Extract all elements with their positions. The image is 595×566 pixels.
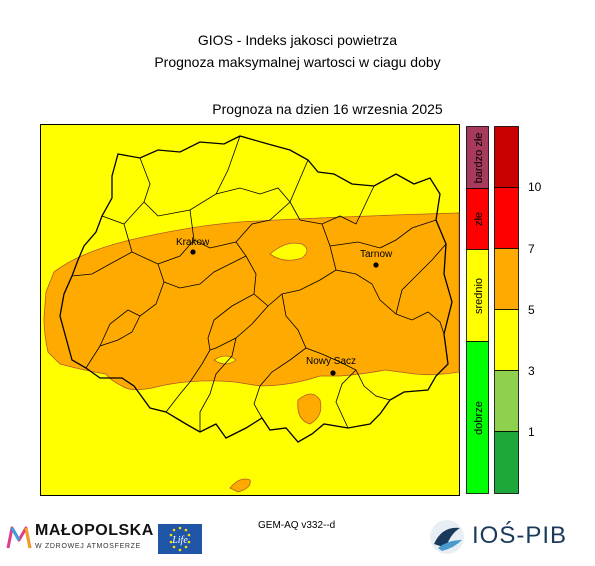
malopolska-mark-icon — [6, 526, 32, 549]
model-version: GEM-AQ v332--d — [258, 520, 336, 531]
ios-pib-mark-icon — [430, 520, 464, 554]
malopolska-logo: MAŁOPOLSKA W ZDROWEJ ATMOSFERZE — [6, 522, 153, 560]
region-outline — [59, 135, 453, 443]
scale-tick-5: 5 — [528, 303, 535, 317]
city-label: Nowy Sacz — [306, 356, 356, 367]
scale-band-10-plus — [494, 126, 519, 188]
ios-pib-logo: IOŚ-PIB — [428, 518, 568, 558]
forecast-map: Krakow Tarnow Nowy Sacz — [40, 124, 460, 496]
category-label-srednio: srednio — [473, 278, 485, 314]
scale-band-5-7 — [494, 248, 519, 310]
scale-band-1-3 — [494, 370, 519, 432]
city-label: Krakow — [176, 237, 210, 248]
eu-life-logo: Life — [158, 524, 202, 554]
high-index-zone — [43, 212, 460, 390]
eu-stars-icon: Life — [169, 526, 191, 552]
city-nowy-sacz: Nowy Sacz — [306, 356, 356, 376]
city-marker — [373, 262, 379, 268]
scale-band-3-5 — [494, 309, 519, 371]
scale-band-0-1 — [494, 431, 519, 494]
city-krakow: Krakow — [176, 237, 210, 255]
category-label-dobrze: dobrze — [473, 401, 485, 435]
city-tarnow: Tarnow — [360, 249, 393, 268]
city-marker — [330, 370, 336, 376]
malopolska-name: MAŁOPOLSKA — [35, 522, 154, 539]
forecast-date: Prognoza na dzien 16 wrzesnia 2025 — [212, 101, 443, 117]
eu-life-text: Life — [171, 535, 188, 546]
high-index-patch-far-south — [229, 478, 251, 493]
city-marker — [190, 249, 196, 255]
lower-index-hole-1 — [269, 242, 308, 261]
category-swatch-dobrze — [466, 341, 489, 494]
category-label-zle: złe — [473, 212, 485, 226]
scale-tick-7: 7 — [528, 242, 535, 256]
title-line-1: GIOS - Indeks jakosci powietrza — [197, 32, 398, 48]
category-legend: bardzo złe złe srednio dobrze — [466, 126, 489, 494]
title-line-2: Prognoza maksymalnej wartosci w ciagu do… — [154, 54, 441, 70]
scale-tick-10: 10 — [528, 180, 542, 194]
scale-tick-3: 3 — [528, 364, 535, 378]
district-boundaries — [71, 135, 447, 432]
value-scale — [494, 126, 519, 494]
scale-band-7-10 — [494, 187, 519, 249]
city-label: Tarnow — [360, 249, 393, 260]
category-label-bardzo-zle: bardzo złe — [473, 133, 485, 184]
malopolska-slogan: W ZDROWEJ ATMOSFERZE — [35, 543, 142, 550]
scale-tick-1: 1 — [528, 425, 535, 439]
high-index-patch-south — [297, 393, 322, 425]
ios-pib-name: IOŚ-PIB — [472, 522, 568, 549]
